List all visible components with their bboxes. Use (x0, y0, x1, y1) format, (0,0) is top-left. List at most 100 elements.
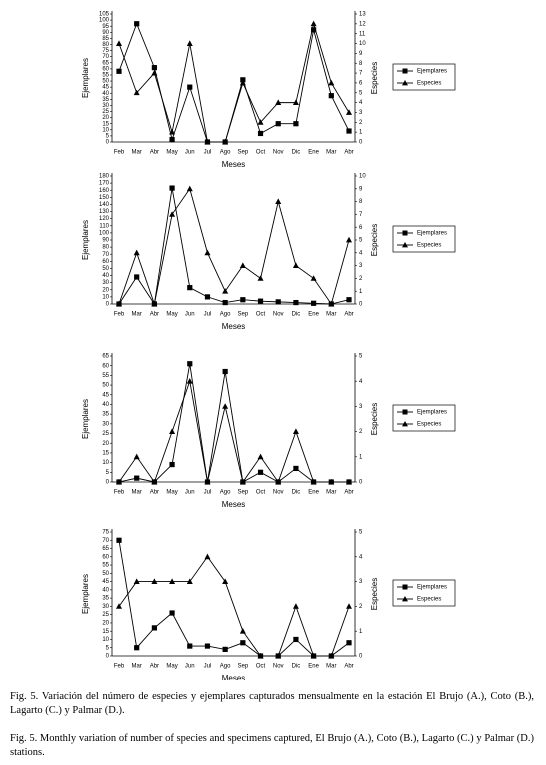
y-axis-label: Ejemplares (81, 220, 90, 260)
y-tick-label: 60 (102, 363, 109, 369)
x-tick-label: Ago (220, 150, 231, 156)
marker-square (134, 645, 140, 651)
marker-triangle (346, 478, 352, 485)
x-tick-label: Abr (344, 150, 353, 156)
marker-triangle (186, 378, 193, 384)
marker-square (222, 646, 228, 652)
x-tick-label: Ago (220, 490, 231, 496)
x-tick-label: Mar (326, 150, 336, 156)
y-tick-label: 30 (102, 604, 109, 610)
y-tick-label: 90 (102, 30, 109, 36)
legend-label: Especies (417, 243, 441, 249)
legend-label: Ejemplares (417, 585, 447, 591)
y-tick-label: 75 (102, 48, 109, 54)
marker-triangle (204, 553, 211, 560)
x-tick-label: Abr (150, 664, 159, 670)
series-line (118, 540, 350, 657)
y-tick-label: 25 (102, 431, 109, 437)
x-tick-label: Jun (185, 312, 195, 318)
y-tick-label: 130 (99, 209, 110, 215)
y-tick-label: 35 (102, 97, 109, 103)
marker-square (204, 643, 211, 649)
x-tick-label: Oct (256, 664, 266, 670)
y2-tick-label: 7 (359, 71, 363, 77)
legend-marker (402, 596, 408, 602)
legend-box (392, 225, 456, 253)
y-tick-label: 5 (106, 645, 110, 651)
y-tick-label: 40 (102, 91, 109, 97)
series-line (118, 379, 349, 484)
x-tick-label: Nov (273, 312, 284, 318)
y-tick-label: 95 (102, 24, 109, 30)
marker-triangle (204, 249, 211, 256)
marker-triangle (133, 89, 140, 96)
y-tick-label: 0 (106, 654, 110, 660)
marker-triangle (328, 300, 335, 307)
y-tick-label: 40 (102, 402, 109, 408)
marker-triangle (275, 198, 282, 204)
marker-triangle (169, 428, 176, 434)
x-tick-label: Feb (114, 312, 125, 318)
marker-triangle (257, 275, 264, 281)
marker-square (311, 300, 317, 306)
y2-tick-label: 0 (359, 480, 363, 486)
marker-triangle (116, 603, 122, 609)
y2-tick-label: 5 (359, 354, 363, 360)
y2-tick-label: 11 (359, 31, 366, 37)
y-tick-label: 110 (99, 223, 109, 229)
marker-triangle (169, 128, 176, 135)
x-tick-label: Jun (185, 664, 195, 670)
marker-triangle (292, 99, 299, 106)
y-tick-label: 45 (102, 85, 109, 91)
y-tick-label: 0 (106, 302, 110, 308)
marker-square (257, 130, 264, 137)
x-tick-label: Feb (114, 490, 125, 496)
x-tick-label: Ene (308, 150, 319, 156)
legend-marker (402, 242, 408, 248)
marker-square (275, 299, 281, 305)
legend-label: Ejemplares (417, 231, 447, 237)
y2-tick-label: 4 (359, 250, 363, 256)
y-tick-label: 55 (102, 373, 109, 379)
y-tick-label: 0 (106, 140, 110, 146)
y-tick-label: 100 (99, 230, 110, 236)
y2-axis-label: Especies (370, 403, 379, 435)
legend-marker (402, 421, 408, 427)
marker-triangle (310, 478, 317, 485)
x-tick-label: Abr (150, 150, 159, 156)
y2-tick-label: 1 (359, 130, 363, 136)
y2-tick-label: 5 (359, 90, 363, 96)
y2-tick-label: 0 (359, 654, 363, 660)
marker-square (134, 475, 140, 481)
x-tick-label: Jun (185, 490, 195, 496)
y2-tick-label: 9 (359, 186, 363, 192)
marker-triangle (328, 652, 335, 659)
x-tick-label: Nov (273, 490, 284, 496)
x-tick-label: Oct (256, 150, 266, 156)
y-tick-label: 15 (102, 629, 109, 635)
marker-triangle (257, 119, 264, 125)
series-line (118, 187, 350, 306)
marker-triangle (328, 79, 335, 86)
marker-square (346, 128, 352, 134)
y-tick-label: 100 (99, 18, 110, 24)
x-tick-label: Dic (292, 664, 301, 670)
y-tick-label: 35 (102, 596, 109, 602)
x-tick-label: May (166, 490, 177, 496)
marker-triangle (292, 262, 299, 268)
y2-tick-label: 12 (359, 21, 366, 27)
marker-triangle (204, 138, 211, 145)
series-line (118, 22, 350, 143)
y2-tick-label: 3 (359, 404, 363, 410)
y-tick-label: 55 (102, 73, 109, 79)
marker-triangle (116, 40, 122, 46)
x-tick-label: Feb (114, 664, 125, 670)
marker-triangle (275, 652, 282, 659)
x-tick-label: Mar (132, 490, 142, 496)
y2-tick-label: 5 (359, 238, 363, 244)
series-line (118, 363, 349, 483)
y-tick-label: 55 (102, 563, 109, 569)
marker-square (187, 361, 193, 367)
marker-square (116, 537, 122, 543)
